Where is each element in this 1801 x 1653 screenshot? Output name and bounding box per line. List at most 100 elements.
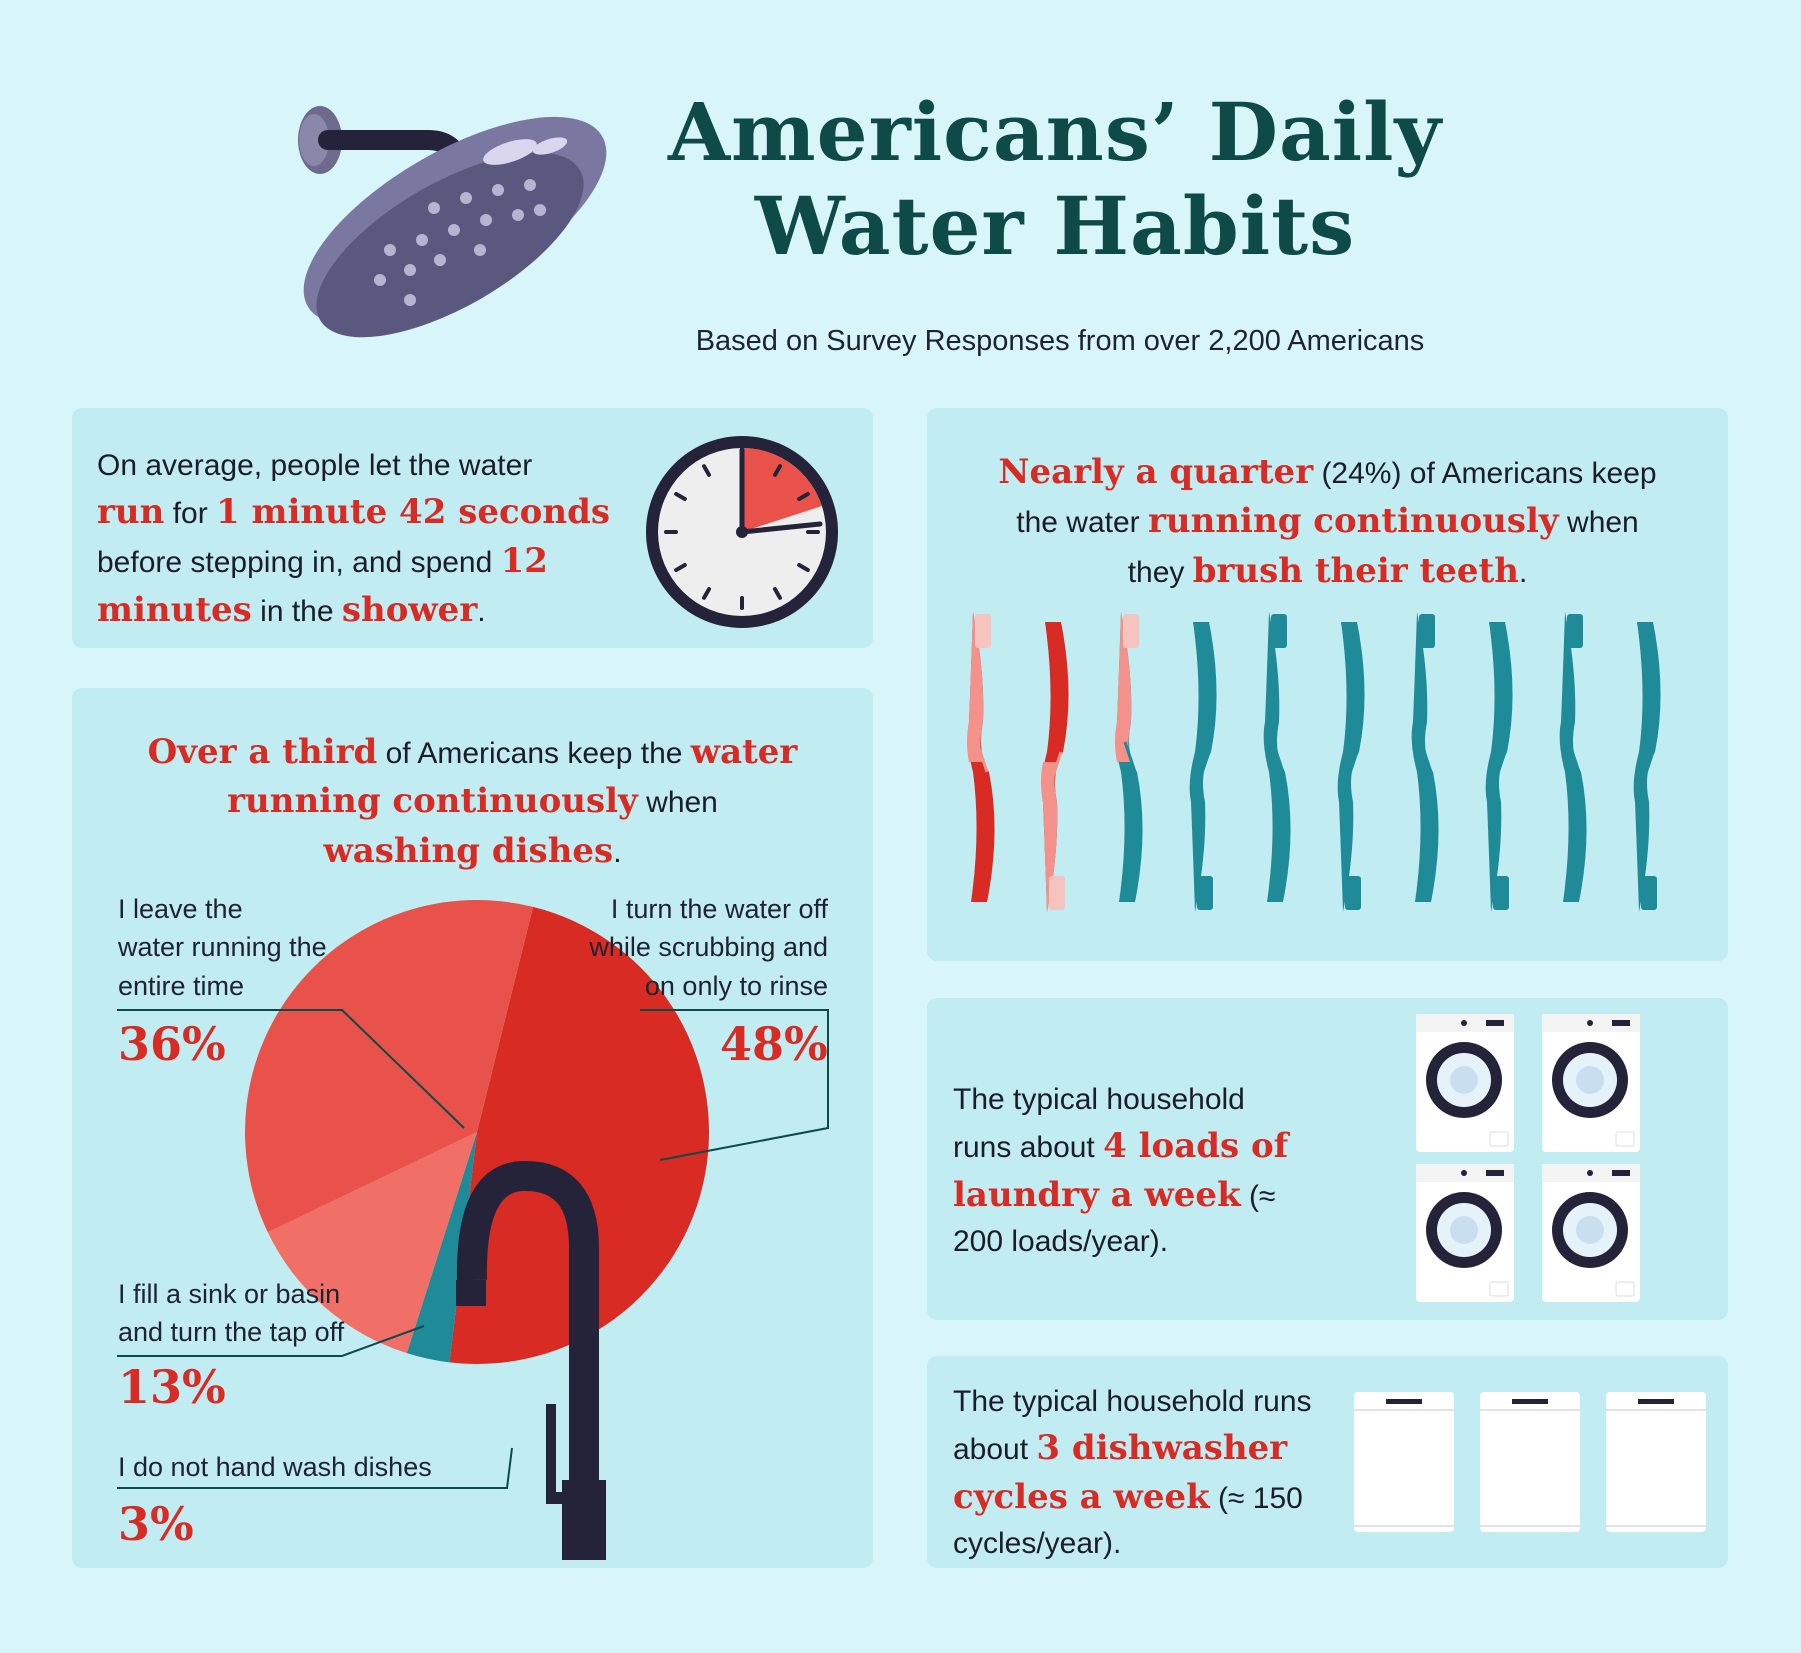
pct-basin: 13%	[118, 1360, 226, 1414]
shower-text-part: for	[164, 496, 217, 530]
laundry-text-part: The typical household	[953, 1083, 1245, 1116]
laundry-text-part: 200 loads/year).	[953, 1225, 1169, 1259]
laundry-highlight-week: laundry a week	[953, 1174, 1241, 1215]
teeth-text-part: when	[1558, 506, 1639, 540]
leader-line	[117, 1325, 425, 1357]
washing-machine-icon	[1542, 1014, 1640, 1152]
label-rinse-line: on only to rinse	[644, 970, 828, 1001]
page-title: Americans’ Daily Water Habits	[620, 85, 1490, 274]
label-basin: I fill a sink or basin and turn the tap …	[118, 1275, 344, 1352]
toothbrush-icon	[1263, 612, 1291, 902]
shower-highlight-time: 1 minute 42 seconds	[216, 491, 610, 532]
label-running-line: entire time	[118, 970, 245, 1001]
dishwasher-text-part: about	[953, 1432, 1037, 1466]
teeth-highlight-quarter: Nearly a quarter	[998, 452, 1314, 492]
laundry-text-part: (≈	[1240, 1179, 1276, 1213]
dishes-highlight-running: running continuously	[227, 781, 638, 822]
teeth-highlight-brush: brush their teeth	[1192, 550, 1519, 591]
clock-tick	[674, 492, 687, 501]
toothbrush-icon	[1559, 612, 1587, 902]
dishwasher-text: The typical household runs about 3 dishw…	[953, 1380, 1373, 1566]
shower-head-icon	[298, 106, 607, 338]
leader-line	[117, 1009, 465, 1129]
dishes-highlight-third: Over a third	[147, 732, 378, 772]
toothbrush-icon	[1411, 612, 1439, 902]
shower-text-part: .	[477, 595, 486, 629]
dishwasher-text-part: cycles/year).	[953, 1527, 1122, 1561]
dishwasher-row	[1354, 1392, 1706, 1532]
leader-line	[117, 1447, 513, 1489]
pct-running: 36%	[118, 1017, 226, 1071]
faucet-icon	[456, 1160, 606, 1560]
pie-slice	[449, 906, 709, 1364]
label-none-line: I do not hand wash dishes	[118, 1452, 432, 1482]
title-line-1: Americans’ Daily	[667, 85, 1443, 179]
dishes-heading: Over a third of Americans keep the water…	[72, 728, 873, 876]
laundry-text: The typical household runs about 4 loads…	[953, 1078, 1373, 1264]
clock-tick	[773, 587, 782, 600]
toothbrush-icon	[1633, 622, 1661, 912]
teeth-text-part: the water	[1016, 506, 1148, 540]
washing-machine-icon	[1416, 1164, 1514, 1302]
dishwasher-text-part: (≈ 150	[1209, 1481, 1303, 1515]
label-running: I leave the water running the entire tim…	[118, 890, 327, 1005]
clock-tick	[674, 563, 687, 572]
toothbrush-icon	[1189, 622, 1217, 912]
clock-tick	[797, 492, 810, 501]
washing-machine-icon	[1416, 1014, 1514, 1152]
page-subtitle: Based on Survey Responses from over 2,20…	[695, 325, 1425, 357]
pie-slice	[406, 1132, 477, 1363]
pie-slice	[245, 900, 534, 1233]
dishwasher-icon	[1606, 1392, 1706, 1532]
label-running-line: water running the	[118, 932, 327, 963]
dishwasher-panel	[927, 1356, 1728, 1568]
dishes-highlight-washing: washing dishes	[323, 830, 614, 871]
pie-chart	[117, 900, 829, 1560]
toothbrush-icon	[1337, 622, 1365, 912]
label-none: I do not hand wash dishes	[118, 1448, 432, 1486]
laundry-text-part: runs about	[953, 1130, 1104, 1164]
shower-highlight-run: run	[97, 491, 165, 532]
dishwasher-highlight-week: cycles a week	[953, 1476, 1210, 1517]
teeth-highlight-running: running continuously	[1147, 501, 1559, 542]
teeth-text-part: (24%) of Americans keep	[1313, 457, 1657, 490]
label-running-line: I leave the	[118, 894, 243, 924]
toothbrush-icon	[967, 612, 995, 902]
laundry-highlight-loads: 4 loads of	[1103, 1125, 1289, 1166]
leader-line	[640, 1009, 829, 1161]
clock-icon	[646, 436, 838, 628]
label-rinse-line: I turn the water off	[610, 894, 828, 924]
dishes-text-part: of Americans keep the	[377, 737, 691, 770]
dishes-highlight-water: water	[690, 732, 798, 772]
teeth-text-part: they	[1127, 555, 1193, 589]
clock-minutes-wedge	[742, 448, 822, 532]
dishwasher-icon	[1354, 1392, 1454, 1532]
label-basin-line: I fill a sink or basin	[118, 1279, 341, 1309]
washing-machine-grid	[1416, 1014, 1640, 1302]
dishes-text-part: when	[637, 786, 718, 820]
washing-machine-icon	[1542, 1164, 1640, 1302]
dishwasher-icon	[1480, 1392, 1580, 1532]
toothbrush-row	[967, 612, 1661, 912]
label-rinse-line: while scrubbing and	[589, 932, 828, 963]
shower-text-part: before stepping in, and spend	[97, 545, 501, 579]
shower-text-line: On average, people let the water	[97, 449, 533, 482]
clock-tick	[773, 464, 782, 477]
teeth-text: Nearly a quarter (24%) of Americans keep…	[927, 448, 1728, 596]
pct-rinse: 48%	[720, 1017, 828, 1071]
title-line-2: Water Habits	[754, 179, 1356, 274]
dishwasher-text-part: The typical household runs	[953, 1385, 1312, 1418]
toothbrush-icon	[1115, 612, 1143, 902]
clock-tick	[797, 563, 810, 572]
shower-highlight-shower: shower	[341, 590, 478, 631]
pct-none: 3%	[118, 1497, 194, 1551]
clock-tick	[702, 464, 711, 477]
toothbrush-icon	[1485, 622, 1513, 912]
teeth-text-part: .	[1518, 555, 1528, 589]
shower-highlight-minutes: minutes	[97, 590, 252, 631]
clock-tick	[702, 587, 711, 600]
pie-slice	[267, 1132, 477, 1354]
toothbrush-icon	[1041, 622, 1069, 912]
shower-highlight-number: 12	[500, 540, 548, 581]
label-rinse: I turn the water off while scrubbing and…	[548, 890, 828, 1005]
